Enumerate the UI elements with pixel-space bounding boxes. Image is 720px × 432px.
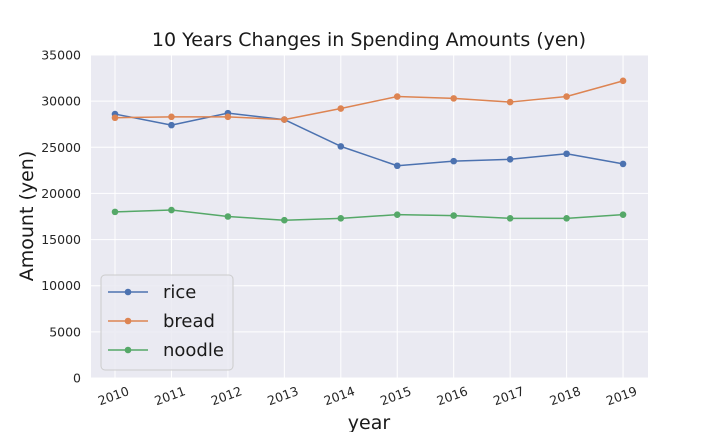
legend: rice bread noodle bbox=[100, 274, 234, 371]
x-tick-label: 2019 bbox=[604, 383, 639, 408]
y-tick-label: 35000 bbox=[41, 48, 81, 63]
series-layer bbox=[111, 77, 627, 224]
data-point-noodle bbox=[563, 215, 570, 222]
legend-marker bbox=[124, 317, 132, 325]
data-point-noodle bbox=[111, 208, 119, 216]
y-axis-ticks: 0 5000 10000 15000 20000 25000 30000 35000 bbox=[41, 48, 81, 386]
x-axis-label: year bbox=[348, 412, 391, 432]
chart-title: 10 Years Changes in Spending Amounts (ye… bbox=[152, 29, 586, 51]
data-point-noodle bbox=[337, 215, 345, 222]
data-point-noodle bbox=[224, 213, 232, 220]
x-tick-label: 2017 bbox=[491, 383, 526, 408]
data-point-noodle bbox=[506, 215, 514, 222]
data-point-rice bbox=[168, 121, 175, 129]
y-tick-label: 30000 bbox=[41, 94, 81, 109]
x-tick-label: 2016 bbox=[435, 383, 470, 408]
data-point-noodle bbox=[281, 216, 288, 224]
x-tick-label: 2010 bbox=[96, 383, 131, 408]
x-tick-label: 2018 bbox=[548, 383, 583, 408]
legend-item-noodle: noodle bbox=[108, 340, 224, 361]
y-tick-label: 20000 bbox=[41, 186, 81, 201]
data-point-rice bbox=[393, 162, 401, 170]
data-point-rice bbox=[619, 160, 627, 168]
x-axis-ticks: 2010 2011 2012 2013 2014 2015 2016 2017 2018 2019 bbox=[96, 383, 639, 408]
data-point-bread bbox=[224, 113, 232, 121]
x-tick-label: 2014 bbox=[322, 383, 357, 408]
data-point-noodle bbox=[168, 206, 175, 214]
legend-item-rice: rice bbox=[108, 282, 196, 303]
x-tick-label: 2012 bbox=[209, 383, 244, 408]
data-point-bread bbox=[393, 93, 401, 100]
series-line-noodle bbox=[114, 209, 624, 221]
data-point-rice bbox=[563, 150, 570, 158]
legend-box bbox=[100, 274, 234, 371]
series-noodle bbox=[111, 206, 627, 224]
data-point-noodle bbox=[393, 211, 401, 218]
y-tick-label: 0 bbox=[73, 371, 81, 386]
data-point-bread bbox=[168, 113, 175, 121]
data-point-bread bbox=[337, 105, 345, 112]
data-point-bread bbox=[111, 114, 119, 122]
y-axis-label: Amount (yen) bbox=[16, 151, 38, 282]
legend-marker bbox=[124, 346, 132, 354]
x-tick-label: 2011 bbox=[152, 383, 187, 408]
y-tick-label: 25000 bbox=[41, 140, 81, 155]
legend-label: noodle bbox=[163, 340, 224, 361]
data-point-bread bbox=[281, 116, 288, 123]
data-point-noodle bbox=[450, 212, 458, 219]
data-point-bread bbox=[563, 93, 570, 100]
y-tick-label: 5000 bbox=[49, 324, 81, 339]
legend-label: bread bbox=[163, 311, 215, 332]
data-point-rice bbox=[506, 155, 514, 163]
x-tick-label: 2013 bbox=[265, 383, 300, 408]
y-tick-label: 10000 bbox=[41, 278, 81, 293]
data-point-bread bbox=[450, 95, 458, 102]
series-line-bread bbox=[114, 80, 624, 121]
series-rice bbox=[111, 109, 627, 170]
legend-label: rice bbox=[163, 282, 196, 303]
series-line-rice bbox=[114, 112, 624, 167]
data-point-rice bbox=[450, 157, 458, 165]
data-point-rice bbox=[337, 143, 345, 150]
data-point-bread bbox=[506, 98, 514, 106]
data-point-noodle bbox=[619, 211, 627, 218]
legend-marker bbox=[124, 288, 132, 296]
legend-item-bread: bread bbox=[108, 311, 215, 332]
y-tick-label: 15000 bbox=[41, 232, 81, 247]
x-tick-label: 2015 bbox=[378, 383, 413, 408]
data-point-bread bbox=[619, 77, 627, 85]
series-bread bbox=[111, 77, 627, 123]
